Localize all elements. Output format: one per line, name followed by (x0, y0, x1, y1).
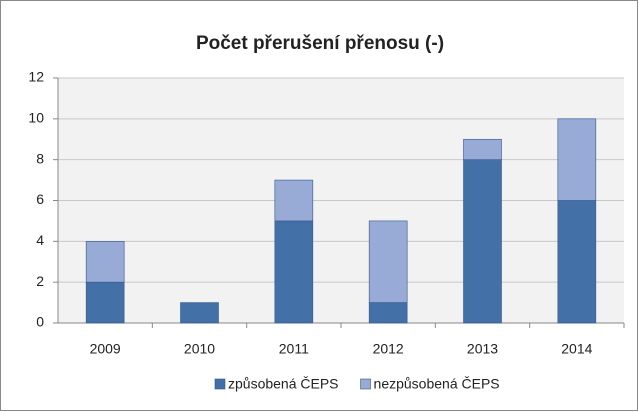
bar-segment (368, 302, 408, 324)
y-tick-label: 2 (36, 273, 44, 289)
x-tick-label: 2014 (561, 341, 592, 357)
legend-swatch (214, 378, 226, 390)
y-tick-label: 10 (28, 110, 44, 126)
bar-segment (368, 220, 408, 303)
bar-segment (85, 241, 125, 283)
bar-segment (557, 200, 597, 324)
y-tick-label: 4 (36, 232, 44, 248)
y-tick-label: 0 (36, 314, 44, 330)
x-tick-label: 2010 (184, 341, 215, 357)
bar-segment (463, 159, 502, 324)
bar-segment (463, 138, 502, 160)
x-tick-label: 2013 (467, 341, 498, 357)
legend-swatch (360, 378, 371, 390)
bar-segment (274, 220, 314, 324)
legend-label: nezpůsobená ČEPS (374, 376, 500, 392)
y-tick-label: 8 (36, 150, 44, 166)
y-tick-label: 6 (36, 191, 44, 207)
bar-segment (85, 281, 125, 324)
x-tick-label: 2012 (373, 341, 404, 357)
y-tick-label: 12 (28, 69, 44, 85)
x-tick-label: 2011 (279, 341, 309, 357)
bar-segment (274, 179, 314, 222)
bar-segment (180, 302, 219, 324)
x-tick-label: 2009 (90, 341, 121, 357)
legend-label: způsobená ČEPS (228, 376, 339, 392)
bar-segment (557, 118, 597, 201)
chart-title: Počet přerušení přenosu (-) (196, 33, 444, 54)
